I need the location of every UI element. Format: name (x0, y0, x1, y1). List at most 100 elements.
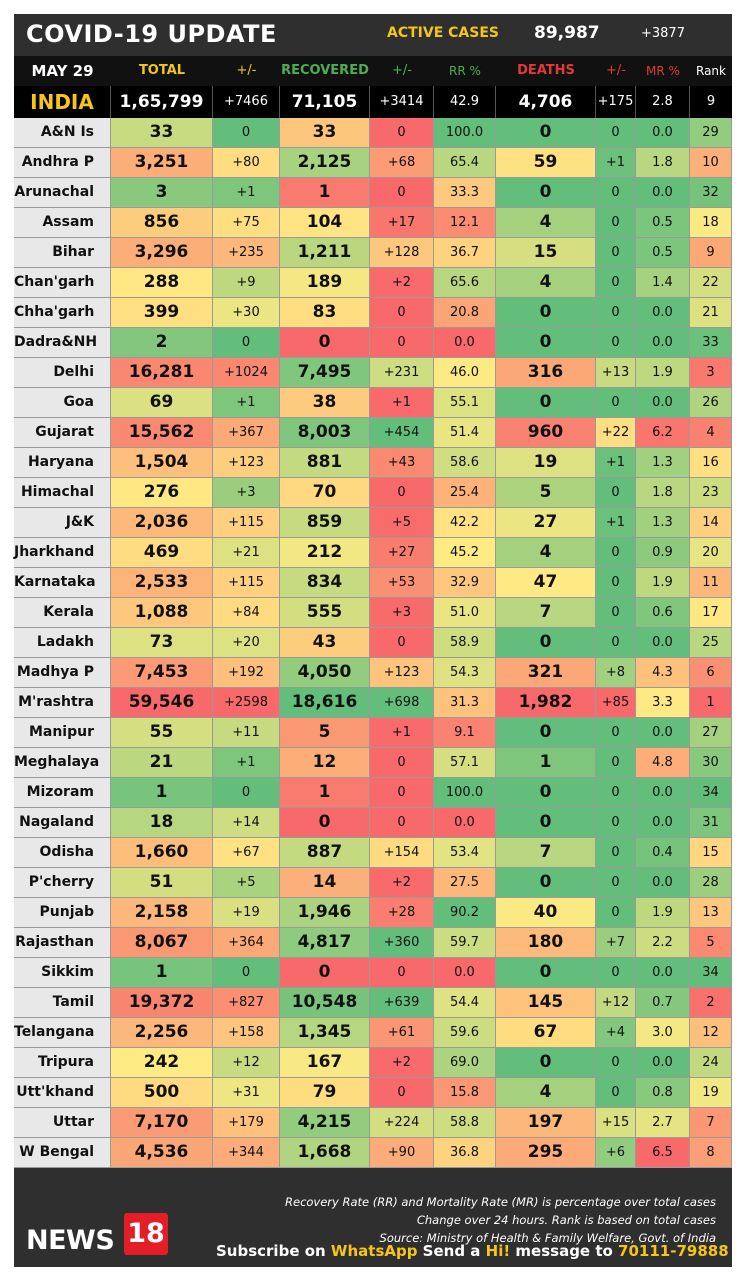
cell-name: Telangana (14, 1018, 111, 1047)
cell-name: Tamil Nadu (14, 988, 111, 1039)
table-row: Himachal 276 +3 70 0 25.4 5 0 1.8 23 (14, 478, 732, 508)
cell-deaths-change: +12 (596, 988, 636, 1017)
cell-recovered: 189 (280, 268, 370, 297)
cell-total: 16,281 (111, 358, 213, 387)
cell-deaths: 67 (496, 1018, 596, 1047)
cell-name: Punjab (14, 898, 111, 927)
cell-mr: 0.0 (636, 178, 690, 207)
cell-deaths: 59 (496, 148, 596, 177)
cell-rr: 55.1 (434, 388, 496, 417)
cell-mr: 1.9 (636, 568, 690, 597)
subscribe-app: WhatsApp (330, 1242, 418, 1260)
cell-total: 1,504 (111, 448, 213, 477)
rank-header: Rank (696, 64, 726, 78)
cell-recovered-change: +154 (370, 838, 434, 867)
cell-name: Himachal (14, 478, 111, 507)
cell-total-change: +31 (213, 1078, 280, 1107)
cell-name: W Bengal (14, 1138, 111, 1167)
cell-rr: 36.7 (434, 238, 496, 267)
cell-rank: 25 (690, 628, 732, 657)
cell-rank: 7 (690, 1108, 732, 1137)
cell-deaths: 4 (496, 268, 596, 297)
table-row: Uttar Prad7,170+1794,215+22458.8197+152.… (14, 1108, 732, 1159)
cell-deaths: 0 (496, 808, 596, 837)
logo-number: 18 (124, 1213, 168, 1255)
cell-total: 69 (111, 388, 213, 417)
cell-recovered: 555 (280, 598, 370, 627)
cell-rr: 36.8 (434, 1138, 496, 1167)
cell-rank: 29 (690, 118, 732, 147)
cell-recovered: 2,125 (280, 148, 370, 177)
cell-total: 15,562 (111, 418, 213, 447)
cell-recovered-change: +698 (370, 688, 434, 717)
cell-mr: 2.7 (636, 1108, 690, 1137)
cell-recovered-change: 0 (370, 118, 434, 147)
cell-deaths-change: 0 (596, 298, 636, 327)
cell-deaths: 0 (496, 778, 596, 807)
cell-deaths: 4 (496, 538, 596, 567)
cell-recovered: 1,345 (280, 1018, 370, 1047)
cell-recovered-change: +454 (370, 418, 434, 447)
cell-rank: 34 (690, 958, 732, 987)
infographic-frame: COVID-19 UPDATE ACTIVE CASES 89,987 +387… (14, 14, 732, 1267)
cell-name: Meghalaya (14, 748, 111, 777)
cell-deaths: 4 (496, 208, 596, 237)
cell-rr: 51.0 (434, 598, 496, 627)
cell-total: 19,372 (111, 988, 213, 1017)
title-bar: COVID-19 UPDATE ACTIVE CASES 89,987 +387… (14, 14, 732, 56)
cell-total-change: +1 (213, 388, 280, 417)
cell-total-change: +80 (213, 148, 280, 177)
cell-rank: 26 (690, 388, 732, 417)
cell-deaths: 1,982 (496, 688, 596, 717)
table-row: W Bengal 4,536 +344 1,668 +90 36.8 295 +6 6.5 8 (14, 1138, 732, 1168)
cell-mr: 0.6 (636, 598, 690, 627)
cell-deaths: 0 (496, 1048, 596, 1077)
cell-rr: 27.5 (434, 868, 496, 897)
cell-name: J&K (14, 508, 111, 537)
cell-deaths: 0 (496, 868, 596, 897)
cell-deaths: 960 (496, 418, 596, 447)
cell-recovered: 1,668 (280, 1138, 370, 1167)
cell-deaths-change: 0 (596, 838, 636, 867)
cell-deaths-change: +7 (596, 928, 636, 957)
cell-deaths-change: 0 (596, 958, 636, 987)
cell-mr: 1.4 (636, 268, 690, 297)
cell-rank: 3 (690, 358, 732, 387)
cell-recovered-change: 0 (370, 748, 434, 777)
cell-total: 4,536 (111, 1138, 213, 1167)
cell-recovered-change: 0 (370, 778, 434, 807)
cell-total-change: +19 (213, 898, 280, 927)
cell-total: 7,170 (111, 1108, 213, 1137)
cell-recovered-change: +5 (370, 508, 434, 537)
cell-recovered-change: +639 (370, 988, 434, 1017)
cell-recovered-change: +123 (370, 658, 434, 687)
cell-total-change: +364 (213, 928, 280, 957)
cell-name: Bihar (14, 238, 111, 267)
cell-recovered: 887 (280, 838, 370, 867)
cell-name: Rajasthan (14, 928, 111, 957)
cell-recovered-change: +90 (370, 1138, 434, 1167)
cell-recovered-change: +128 (370, 238, 434, 267)
cell-total-change: +75 (213, 208, 280, 237)
cell-rr: 90.2 (434, 898, 496, 927)
cell-name: Ladakh (14, 628, 111, 657)
cell-total: 7,453 (111, 658, 213, 687)
cell-total: 2,036 (111, 508, 213, 537)
cell-deaths: 5 (496, 478, 596, 507)
recovered-header: RECOVERED (281, 63, 369, 78)
cell-rank: 8 (690, 1138, 732, 1167)
cell-recovered: 104 (280, 208, 370, 237)
cell-mr: 0.9 (636, 538, 690, 567)
cell-rr: 46.0 (434, 358, 496, 387)
cell-mr: 6.5 (636, 1138, 690, 1167)
cell-name: Goa (14, 388, 111, 417)
cell-deaths-change: +6 (596, 1138, 636, 1167)
cell-recovered: 83 (280, 298, 370, 327)
cell-deaths: 40 (496, 898, 596, 927)
cell-deaths-change: +15 (596, 1108, 636, 1137)
date-header: MAY 29 (31, 62, 94, 80)
cell-rr: 58.8 (434, 1108, 496, 1137)
deaths-change-header: +/- (606, 63, 626, 78)
cell-mr: 0.8 (636, 1078, 690, 1107)
footer-note-change: Change over 24 hours. Rank is based on t… (416, 1213, 716, 1227)
